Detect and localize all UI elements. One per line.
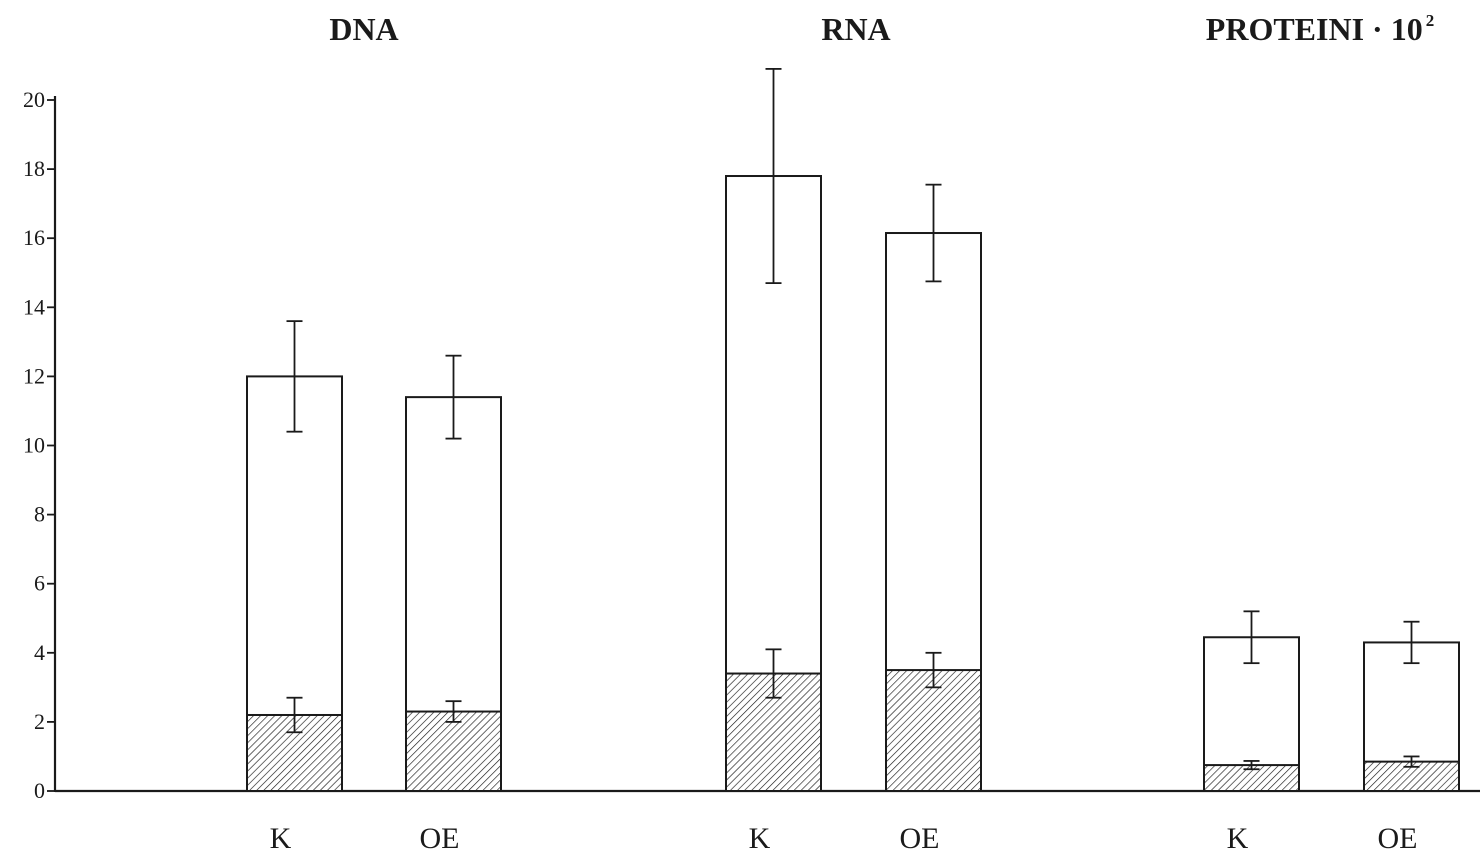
category-label: K	[270, 822, 292, 855]
error-bar-total	[765, 68, 782, 285]
category-label: K	[749, 822, 771, 855]
error-bar-hatched	[765, 648, 782, 699]
bar-hatched	[246, 713, 343, 792]
group-title: PROTEINI · 10 2	[1206, 11, 1434, 47]
group-title: DNA	[329, 11, 398, 47]
bar-proteini-k	[1203, 610, 1300, 793]
error-bar-total	[925, 183, 942, 283]
error-bar-total	[1243, 610, 1260, 665]
bar-proteini-oe	[1363, 620, 1460, 793]
y-tick-label: 16	[23, 225, 45, 250]
error-bar-total	[1403, 620, 1420, 665]
bar-rna-oe	[885, 183, 982, 793]
error-bar-hatched	[445, 700, 462, 723]
error-bar-hatched	[286, 696, 303, 734]
category-label: K	[1227, 822, 1249, 855]
bar-dna-k	[246, 320, 343, 792]
category-label: OE	[900, 822, 940, 855]
y-tick-label: 14	[23, 294, 45, 319]
bar-dna-oe	[405, 354, 502, 792]
category-label: OE	[420, 822, 460, 855]
group-titles: DNA RNA PROTEINI · 10 2	[329, 11, 1434, 47]
y-tick-label: 8	[34, 502, 45, 527]
y-tick-label: 10	[23, 433, 45, 458]
y-tick-label: 18	[23, 156, 45, 181]
y-tick-label: 4	[34, 640, 45, 665]
error-bar-hatched	[1403, 755, 1420, 768]
y-tick-label: 2	[34, 709, 45, 734]
group-title: RNA	[821, 11, 890, 47]
error-bar-hatched	[1243, 760, 1260, 771]
y-tick-label: 20	[23, 87, 45, 112]
y-tick-label: 6	[34, 571, 45, 596]
y-tick-label: 0	[34, 778, 45, 803]
y-tick-label: 12	[23, 363, 45, 388]
bar-rna-k	[725, 68, 822, 793]
bars-layer	[246, 68, 1460, 793]
error-bar-total	[445, 354, 462, 440]
category-labels: K OE K OE K OE	[270, 822, 1418, 855]
error-bar-hatched	[925, 651, 942, 689]
y-axis: 0 2 4 6 8 10 12 14 16 18 20	[23, 87, 57, 803]
bar-hatched	[885, 669, 982, 793]
error-bar-total	[286, 320, 303, 433]
group-title-superscript: 2	[1426, 11, 1435, 30]
category-label: OE	[1378, 822, 1418, 855]
bar-hatched	[405, 710, 502, 792]
